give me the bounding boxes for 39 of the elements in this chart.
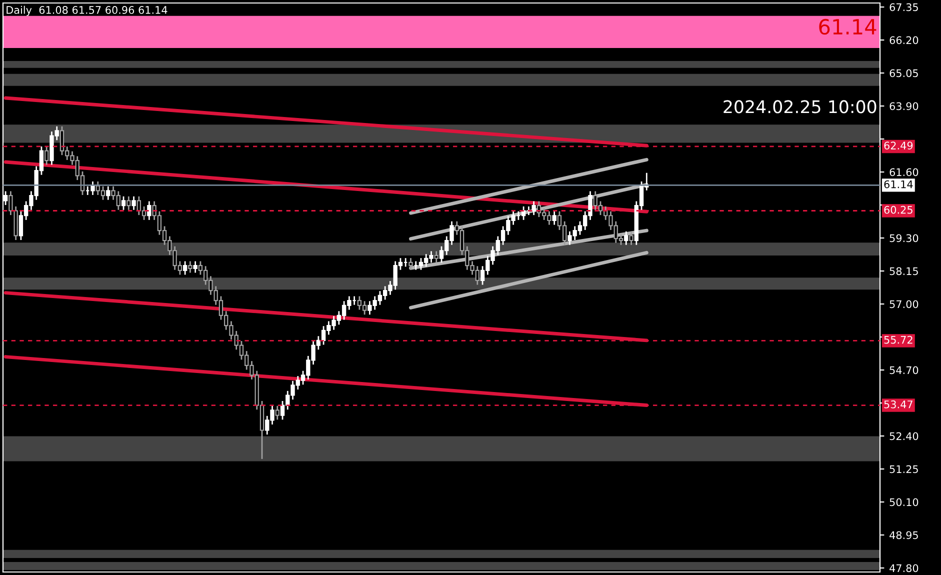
ref-line-label: 61.14	[884, 180, 913, 188]
y-tick-label: 58.15	[890, 267, 918, 276]
y-tick-label: 51.25	[890, 465, 918, 474]
y-tick-label: 65.05	[890, 69, 918, 78]
annotation: 61.14	[819, 18, 876, 35]
y-tick-label: 50.10	[890, 498, 918, 506]
y-tick-label: 67.35	[890, 3, 918, 12]
y-tick-label: 63.90	[890, 102, 918, 110]
candlestick	[121, 196, 126, 211]
candlestick	[188, 260, 192, 274]
candlestick	[408, 257, 413, 271]
ref-line-label: 60.25	[884, 206, 912, 214]
candlestick	[44, 146, 49, 166]
candlestick	[147, 200, 152, 221]
ref-line-label: 62.49	[884, 142, 913, 150]
candlestick	[624, 230, 628, 246]
y-tick-label: 59.30	[890, 234, 918, 242]
y-tick-label: 52.40	[890, 432, 918, 440]
candlestick	[434, 250, 438, 264]
y-tick-label: 61.60	[890, 168, 918, 176]
candlestick	[275, 405, 280, 420]
y-tick-label: 48.95	[890, 531, 918, 540]
candlestick	[106, 186, 110, 201]
annotation: 2024.02.25 10:00	[724, 100, 876, 114]
candlestick	[8, 190, 13, 216]
y-tick-label: 66.20	[890, 36, 918, 44]
y-tick-label: 54.70	[890, 366, 918, 374]
candlestick	[532, 200, 536, 216]
ref-line-label: 53.47	[884, 400, 912, 408]
chart-title: Daily 61.08 61.57 60.96 61.14	[6, 6, 168, 16]
candlestick	[552, 210, 556, 226]
candlestick	[182, 260, 188, 276]
y-tick-label: 47.80	[890, 564, 918, 572]
candlestick	[193, 260, 198, 274]
ref-line-label: 55.72	[884, 336, 912, 344]
y-tick-label: 57.00	[890, 300, 918, 308]
candlestick	[629, 230, 634, 246]
candlestick	[132, 196, 136, 211]
candlestick	[126, 196, 131, 211]
